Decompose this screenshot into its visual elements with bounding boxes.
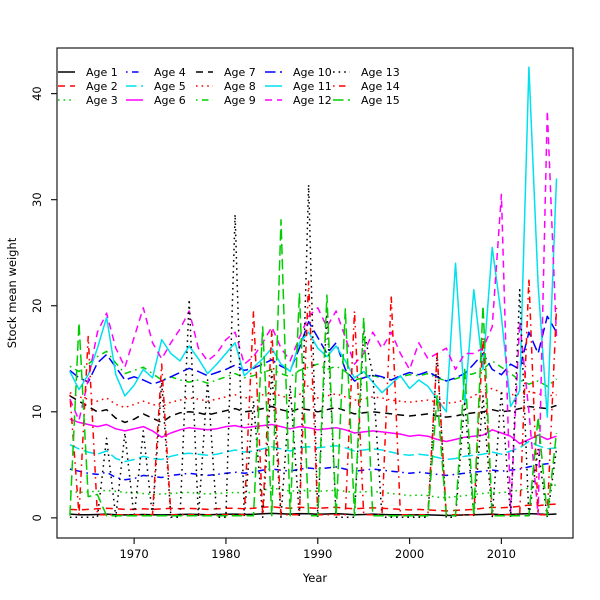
legend-label-age-1: Age 1 [86,66,118,79]
y-axis-title: Stock mean weight [5,237,19,348]
x-tick-label: 2010 [487,547,516,561]
legend-label-age-11: Age 11 [293,80,332,93]
y-tick-label: 40 [30,86,44,101]
series-line-age-15 [69,219,558,517]
x-axis-title: Year [302,571,328,585]
series-line-age-3 [69,484,557,499]
legend-label-age-13: Age 13 [361,66,400,79]
legend-label-age-10: Age 10 [293,66,332,79]
x-tick-label: 1970 [119,547,148,561]
series-line-age-13 [69,184,558,519]
x-tick-label: 2000 [395,547,424,561]
legend-label-age-5: Age 5 [154,80,186,93]
legend-label-age-9: Age 9 [224,94,256,107]
series-line-age-4 [69,461,557,481]
legend-label-age-2: Age 2 [86,80,118,93]
series-line-age-11 [69,66,558,418]
legend-label-age-14: Age 14 [361,80,400,93]
series-line-age-2 [69,503,557,512]
x-tick-label: 1980 [211,547,240,561]
x-tick-label: 1990 [303,547,332,561]
y-tick-label: 20 [30,298,44,313]
y-tick-label: 30 [30,192,44,207]
series-line-age-10 [69,315,558,385]
legend-label-age-15: Age 15 [361,94,400,107]
series-line-age-14 [69,277,558,516]
y-tick-label: 0 [30,514,44,521]
legend-label-age-12: Age 12 [293,94,332,107]
series-line-age-5 [69,440,557,463]
legend-label-age-4: Age 4 [154,66,186,79]
legend-label-age-8: Age 8 [224,80,256,93]
legend-label-age-7: Age 7 [224,66,256,79]
legend-label-age-3: Age 3 [86,94,118,107]
plot-box [56,47,574,539]
series-line-age-8 [69,384,557,409]
series-line-age-6 [69,418,557,445]
y-tick-label: 10 [30,404,44,419]
legend-label-age-6: Age 6 [154,94,186,107]
